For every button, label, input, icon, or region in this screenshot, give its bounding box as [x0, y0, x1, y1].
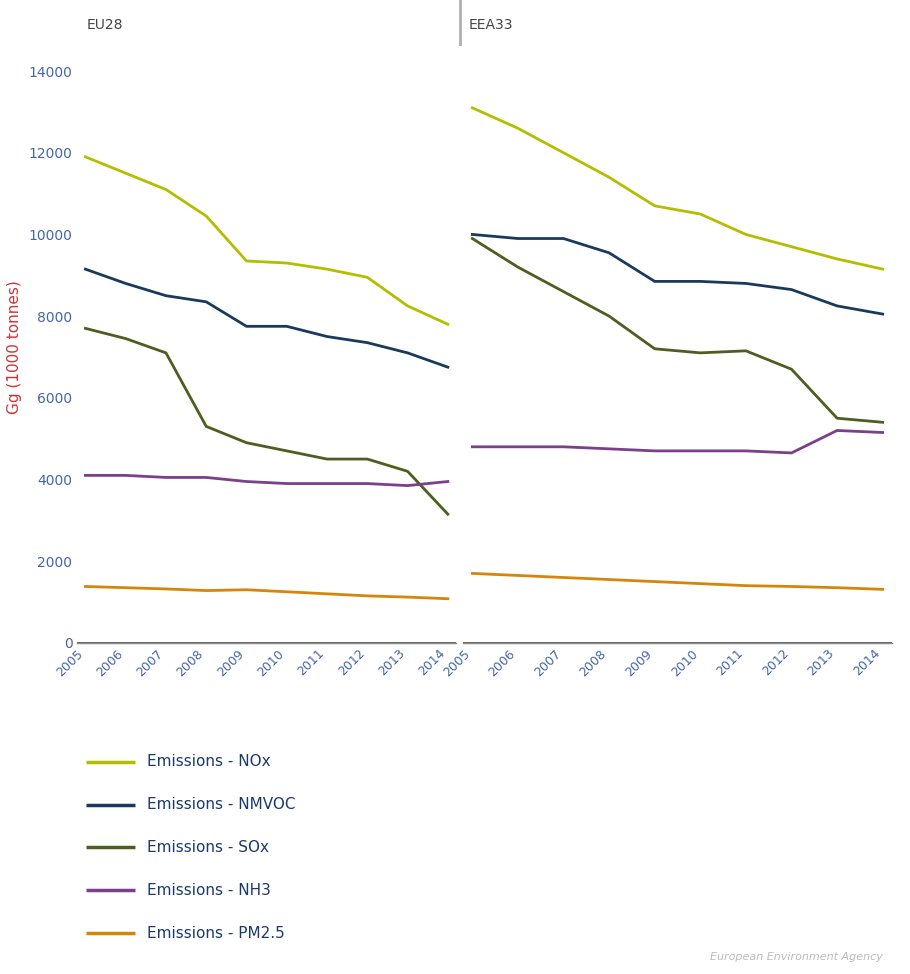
Text: Emissions - SOx: Emissions - SOx: [147, 840, 269, 855]
Text: Emissions - PM2.5: Emissions - PM2.5: [147, 925, 285, 941]
Y-axis label: Gg (1000 tonnes): Gg (1000 tonnes): [6, 280, 22, 414]
Text: Emissions - NOx: Emissions - NOx: [147, 754, 270, 769]
Text: EEA33: EEA33: [469, 19, 513, 32]
Text: EU28: EU28: [86, 19, 123, 32]
Text: European Environment Agency: European Environment Agency: [710, 953, 883, 962]
Text: Emissions - NH3: Emissions - NH3: [147, 882, 271, 898]
Text: Emissions - NMVOC: Emissions - NMVOC: [147, 797, 296, 812]
